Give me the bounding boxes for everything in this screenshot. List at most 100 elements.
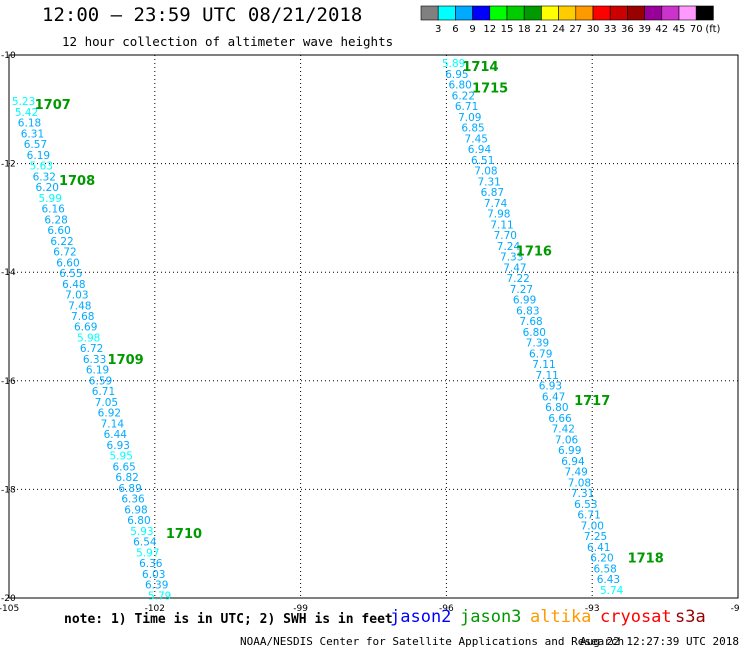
wave-height-value: 6.71 <box>92 386 115 398</box>
time-label: 1717 <box>574 394 610 409</box>
wave-height-value: 6.80 <box>448 80 471 92</box>
wave-height-value: 7.49 <box>564 467 587 479</box>
wave-height-value: 6.28 <box>44 214 67 226</box>
wave-height-value: 7.68 <box>71 311 94 323</box>
wave-height-value: 6.93 <box>107 440 130 452</box>
wave-height-value: 7.22 <box>506 273 529 285</box>
wave-height-value: 5.63 <box>30 161 53 173</box>
time-label: 1708 <box>59 174 95 189</box>
plot-frame <box>8 54 739 599</box>
wave-height-value: 6.71 <box>455 101 478 113</box>
wave-height-value: 6.48 <box>62 279 85 291</box>
wave-height-value: 6.43 <box>597 574 620 586</box>
wave-height-value: 6.80 <box>127 515 150 527</box>
wave-height-value: 7.98 <box>487 209 510 221</box>
wave-height-value: 5.89 <box>442 58 465 70</box>
wave-height-value: 7.14 <box>101 418 125 430</box>
wave-height-value: 6.18 <box>18 118 41 130</box>
wave-height-value: 6.82 <box>115 472 138 484</box>
wave-height-value: 7.00 <box>581 520 604 532</box>
wave-height-value: 7.31 <box>571 488 594 500</box>
wave-height-value: 5.97 <box>136 547 159 559</box>
wave-height-value: 7.06 <box>555 434 579 446</box>
colorbar-tick-label: 24 <box>552 24 565 35</box>
wave-height-value: 7.47 <box>503 262 526 274</box>
wave-height-value: 5.98 <box>77 332 100 344</box>
wave-height-value: 6.36 <box>139 558 163 570</box>
time-label: 1707 <box>35 98 71 113</box>
wave-height-value: 7.11 <box>490 219 513 231</box>
wave-height-value: 6.36 <box>121 494 145 506</box>
wave-height-value: 6.16 <box>41 204 65 216</box>
wave-height-value: 6.98 <box>124 504 147 516</box>
wave-height-value: 5.93 <box>130 526 153 538</box>
colorbar-tick-label: 70 <box>690 24 703 35</box>
wave-height-value: 6.57 <box>24 139 47 151</box>
colorbar-tick-label: 21 <box>535 24 548 35</box>
wave-height-value: 7.27 <box>510 284 533 296</box>
wave-height-value: 7.24 <box>497 241 521 253</box>
y-tick-label: -10 <box>1 51 16 61</box>
colorbar-tick-label: 36 <box>621 24 634 35</box>
time-label: 1709 <box>108 353 144 368</box>
wave-height-value: 6.93 <box>539 381 562 393</box>
colorbar-legend: 3 6 9 12 15 18 21 24 27 30 33 36 39 42 45 70 (ft) <box>420 5 721 35</box>
wave-height-value: 7.45 <box>465 133 488 145</box>
wave-height-value: 7.05 <box>95 397 118 409</box>
wave-height-value: 5.95 <box>110 451 133 463</box>
wave-height-value: 7.33 <box>500 252 523 264</box>
wave-height-value: 6.94 <box>468 144 492 156</box>
wave-height-value: 7.31 <box>477 176 500 188</box>
wave-height-value: 6.41 <box>587 542 610 554</box>
colorbar-tick-label: 6 <box>452 24 458 35</box>
wave-height-value: 6.79 <box>529 348 552 360</box>
wave-height-value: 7.11 <box>532 359 555 371</box>
colorbar-tick-label: 12 <box>483 24 496 35</box>
wave-height-value: 7.42 <box>552 424 575 436</box>
wave-height-value: 6.22 <box>50 236 73 248</box>
wave-height-value: 6.99 <box>558 445 581 457</box>
x-tick-label: -90 <box>731 604 740 614</box>
wave-height-value: 6.87 <box>481 187 504 199</box>
x-tick-label: -99 <box>293 604 308 614</box>
wave-height-value: 6.58 <box>593 563 616 575</box>
wave-height-value: 7.70 <box>494 230 517 242</box>
wave-height-value: 6.69 <box>74 322 97 334</box>
wave-height-value: 6.19 <box>27 150 50 162</box>
wave-height-value: 6.22 <box>452 90 475 102</box>
wave-height-value: 6.33 <box>83 354 106 366</box>
satellite-label-jason3: jason3 <box>460 607 522 627</box>
wave-height-value: 6.72 <box>53 247 76 259</box>
wave-height-value: 6.94 <box>561 456 585 468</box>
wave-height-value: 6.83 <box>516 305 539 317</box>
wave-height-value: 6.47 <box>542 391 565 403</box>
wave-height-value: 7.74 <box>484 198 508 210</box>
wave-height-value: 6.55 <box>59 268 82 280</box>
chart-subtitle: 12 hour collection of altimeter wave hei… <box>62 34 394 49</box>
wave-height-value: 6.72 <box>80 343 103 355</box>
wave-height-value: 6.54 <box>133 537 157 549</box>
wave-height-value: 6.65 <box>112 461 135 473</box>
generation-timestamp: Aug 22 12:27:39 UTC 2018 <box>580 635 739 648</box>
satellite-label-s3a: s3a <box>675 607 706 627</box>
colorbar-tick-label: 9 <box>469 24 475 35</box>
credit-line: NOAA/NESDIS Center for Satellite Applica… <box>240 635 625 648</box>
wave-height-value: 6.20 <box>590 553 613 565</box>
colorbar-swatch <box>695 5 714 21</box>
wave-height-value: 6.31 <box>21 128 44 140</box>
time-label: 1718 <box>628 551 664 566</box>
x-tick-label: -102 <box>145 604 165 614</box>
satellite-label-altika: altika <box>530 607 592 627</box>
x-tick-label: -96 <box>439 604 454 614</box>
wave-height-value: 6.89 <box>118 483 141 495</box>
colorbar-tick-label: 18 <box>518 24 531 35</box>
satellite-label-jason2: jason2 <box>390 607 452 627</box>
wave-height-value: 6.03 <box>142 569 165 581</box>
wave-height-value: 6.44 <box>104 429 128 441</box>
wave-height-value: 5.23 <box>12 96 35 108</box>
wave-height-value: 6.19 <box>86 365 109 377</box>
satellite-label-cryosat: cryosat <box>600 607 672 627</box>
wave-height-value: 5.79 <box>148 590 171 602</box>
wave-height-value: 6.51 <box>471 155 494 167</box>
wave-height-value: 6.20 <box>36 182 59 194</box>
